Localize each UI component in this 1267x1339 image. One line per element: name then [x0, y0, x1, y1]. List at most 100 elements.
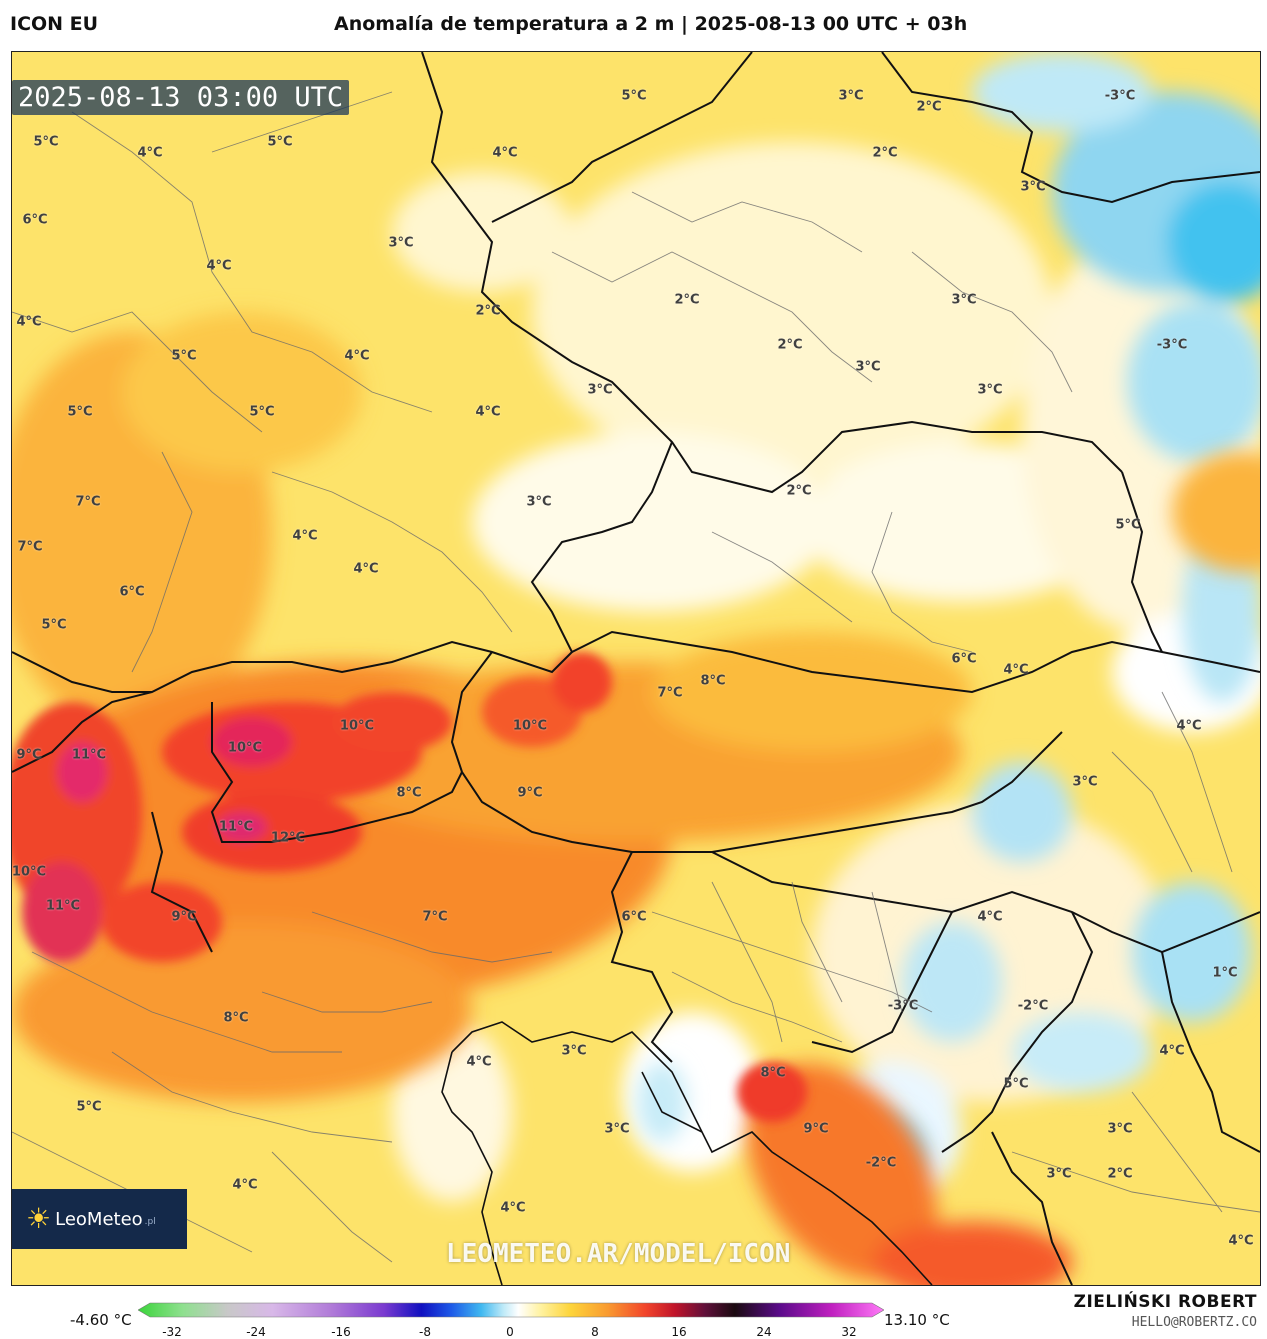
logo-tld: .pl	[144, 1217, 156, 1227]
colorbar-tick: 0	[506, 1325, 514, 1339]
colorbar-max-label: 13.10 °C	[884, 1311, 950, 1329]
colorbar-min-label: -4.60 °C	[70, 1311, 132, 1329]
contour-label: 5°C	[76, 1099, 102, 1115]
contour-label: 10°C	[339, 718, 375, 734]
contour-label: 3°C	[604, 1121, 630, 1137]
watermark-url: LEOMETEO.AR/MODEL/ICON	[446, 1239, 791, 1269]
contour-label: 6°C	[22, 212, 48, 228]
country-borders	[12, 52, 1260, 1285]
contour-label: 7°C	[657, 685, 683, 701]
colorbar-tick: 16	[671, 1325, 687, 1339]
contour-label: 2°C	[475, 303, 501, 319]
contour-label: 4°C	[353, 561, 379, 577]
contour-label: 11°C	[218, 819, 254, 835]
contour-label: 4°C	[977, 909, 1003, 925]
negative-anomaly-areas	[637, 52, 1260, 1192]
contour-label: 5°C	[249, 404, 275, 420]
coastlines	[441, 1021, 933, 1285]
model-name: ICON EU	[10, 13, 99, 35]
contour-label: 5°C	[33, 134, 59, 150]
author-email[interactable]: HELLO@ROBERTZ.CO	[1131, 1315, 1257, 1330]
colorbar-tick: -32	[162, 1325, 182, 1339]
contour-label: 6°C	[951, 651, 977, 667]
colorbar-tick: 32	[841, 1325, 857, 1339]
logo-brand: LeoMeteo	[55, 1208, 143, 1230]
contour-label: -3°C	[1104, 88, 1136, 104]
contour-label: 10°C	[512, 718, 548, 734]
contour-label: 3°C	[951, 292, 977, 308]
contour-label: 2°C	[872, 145, 898, 161]
contour-label: 1°C	[1212, 965, 1238, 981]
contour-label: 9°C	[171, 909, 197, 925]
contour-label: 7°C	[17, 539, 43, 555]
contour-label: 4°C	[137, 145, 163, 161]
colorbar-tick: -24	[246, 1325, 266, 1339]
strong-anomaly-cores	[12, 652, 807, 1122]
regional-borders	[12, 91, 1260, 1263]
contour-label: 4°C	[16, 314, 42, 330]
contour-label: 4°C	[232, 1177, 258, 1193]
contour-label: 4°C	[1228, 1233, 1254, 1249]
contour-label: 4°C	[466, 1054, 492, 1070]
contour-label: 3°C	[1072, 774, 1098, 790]
contour-label: 8°C	[223, 1010, 249, 1026]
warm-anomaly-areas	[12, 312, 1260, 1285]
contour-label: 4°C	[1176, 718, 1202, 734]
colorbar-tick: -8	[419, 1325, 431, 1339]
colorbar-tick: 24	[756, 1325, 772, 1339]
contour-label: -3°C	[1156, 337, 1188, 353]
contour-label: 9°C	[517, 785, 543, 801]
contour-label: 3°C	[977, 382, 1003, 398]
contour-label: 8°C	[396, 785, 422, 801]
contour-label: 5°C	[171, 348, 197, 364]
contour-label: 5°C	[267, 134, 293, 150]
valid-time-label: 2025-08-13 03:00 UTC	[12, 80, 350, 115]
contour-label: 3°C	[587, 382, 613, 398]
colorbar-tick: -16	[331, 1325, 351, 1339]
leometeo-logo[interactable]: ☀ LeoMeteo .pl	[12, 1189, 187, 1249]
contour-label: -3°C	[887, 998, 919, 1014]
contour-label: 4°C	[1003, 662, 1029, 678]
contour-label: 4°C	[206, 258, 232, 274]
contour-label: 3°C	[855, 359, 881, 375]
contour-label: 9°C	[803, 1121, 829, 1137]
contour-label: 8°C	[700, 673, 726, 689]
contour-label: 10°C	[227, 740, 263, 756]
contour-label: 3°C	[838, 88, 864, 104]
contour-label: 5°C	[621, 88, 647, 104]
contour-label: 9°C	[16, 747, 42, 763]
contour-label: 3°C	[1020, 179, 1046, 195]
contour-label: 5°C	[1003, 1076, 1029, 1092]
contour-label: 5°C	[1115, 517, 1141, 533]
contour-label: 3°C	[561, 1043, 587, 1059]
contour-label: 7°C	[75, 494, 101, 510]
contour-label: 3°C	[1046, 1166, 1072, 1182]
contour-label: 4°C	[492, 145, 518, 161]
contour-label: 10°C	[11, 864, 47, 880]
contour-label: 5°C	[67, 404, 93, 420]
map-title: Anomalía de temperatura a 2 m | 2025-08-…	[334, 13, 968, 35]
contour-label: 3°C	[388, 235, 414, 251]
contour-label: 8°C	[760, 1065, 786, 1081]
contour-label: 4°C	[1159, 1043, 1185, 1059]
contour-label: 3°C	[1107, 1121, 1133, 1137]
contour-label: 4°C	[500, 1200, 526, 1216]
contour-label: 2°C	[777, 337, 803, 353]
contour-label: 4°C	[344, 348, 370, 364]
contour-label: 7°C	[422, 909, 448, 925]
author-name: ZIELIŃSKI ROBERT	[1073, 1292, 1257, 1312]
contour-label: 2°C	[916, 99, 942, 115]
contour-label: 4°C	[475, 404, 501, 420]
temperature-anomaly-map[interactable]: 2025-08-13 03:00 UTC 5°C 4°C 5°C 5°C 4°C…	[11, 51, 1261, 1286]
contour-label: 3°C	[526, 494, 552, 510]
contour-label: 2°C	[1107, 1166, 1133, 1182]
colorbar	[138, 1302, 884, 1318]
sun-icon: ☀	[26, 1202, 52, 1235]
contour-label: 2°C	[786, 483, 812, 499]
map-field	[12, 52, 1260, 1285]
contour-label: 12°C	[270, 830, 306, 846]
colorbar-tick: 8	[591, 1325, 599, 1339]
contour-label: 6°C	[621, 909, 647, 925]
contour-label: 5°C	[41, 617, 67, 633]
contour-label: 11°C	[71, 747, 107, 763]
